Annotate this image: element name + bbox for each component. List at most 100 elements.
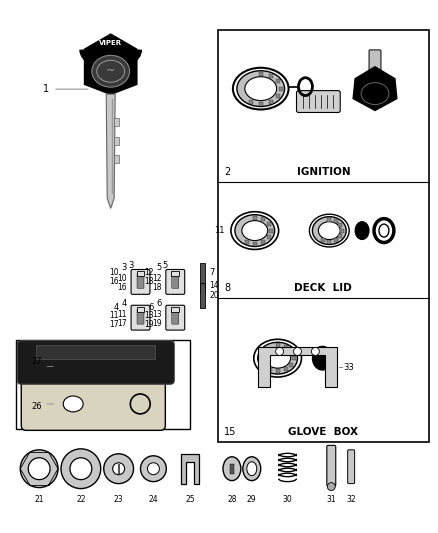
Text: 17: 17 [109,320,119,329]
Bar [261,217,265,221]
Text: 25: 25 [185,495,195,504]
Text: 5: 5 [156,263,161,272]
Text: 28: 28 [227,495,237,504]
Bar [249,100,253,103]
Bar [327,239,331,244]
FancyBboxPatch shape [348,450,355,483]
Ellipse shape [355,222,369,239]
Text: 29: 29 [247,495,257,504]
Bar [334,238,338,242]
Bar [339,223,343,227]
Bar [327,217,331,222]
Text: 4: 4 [113,303,119,312]
Text: GLOVE  BOX: GLOVE BOX [288,427,358,437]
Bar [114,136,119,144]
Bar [276,343,279,347]
Bar [253,216,257,220]
Bar [200,263,205,293]
Bar [114,156,119,164]
Text: 21: 21 [35,495,44,504]
Text: 24: 24 [148,495,158,504]
Text: 11: 11 [215,226,225,235]
Text: 12: 12 [144,268,153,277]
Text: 18: 18 [144,277,153,286]
Text: 11: 11 [109,311,119,320]
Ellipse shape [247,462,257,475]
Bar [290,350,293,354]
Bar [218,29,429,442]
Text: ~: ~ [106,66,115,76]
Text: 18: 18 [152,284,161,293]
Text: 20: 20 [209,292,219,300]
Ellipse shape [92,55,130,87]
Text: DECK  LID: DECK LID [294,282,352,293]
FancyBboxPatch shape [137,273,144,288]
Text: 15: 15 [224,427,237,437]
FancyBboxPatch shape [369,50,381,72]
Polygon shape [258,348,337,387]
Bar [259,72,263,76]
Bar [276,79,280,83]
Text: 2: 2 [224,167,230,177]
FancyBboxPatch shape [131,305,150,330]
Text: 12: 12 [152,274,161,284]
Text: 10: 10 [117,274,127,284]
Polygon shape [106,94,115,208]
FancyBboxPatch shape [327,446,336,486]
Text: 17: 17 [117,319,127,328]
Text: 33: 33 [343,363,354,372]
Bar [276,369,279,373]
FancyBboxPatch shape [21,377,165,430]
Text: 1: 1 [43,84,49,94]
Text: VIPER: VIPER [99,41,122,46]
Bar [268,74,273,78]
Ellipse shape [242,221,268,240]
FancyBboxPatch shape [172,273,179,288]
Text: 7: 7 [209,269,215,278]
Bar [267,222,271,226]
Bar [230,464,234,474]
Polygon shape [85,35,137,94]
Text: 16: 16 [109,277,119,286]
Bar [16,340,190,429]
Bar [279,87,283,91]
Ellipse shape [312,217,346,245]
Text: 13: 13 [152,310,161,319]
Bar [321,238,325,242]
Text: 8: 8 [224,282,230,293]
Circle shape [28,458,50,480]
Ellipse shape [223,457,241,481]
Bar [267,235,271,239]
Ellipse shape [258,342,297,374]
Text: 11: 11 [117,310,127,319]
Bar [171,307,179,312]
Bar [268,367,272,372]
Text: 30: 30 [283,495,293,504]
Bar [292,356,296,360]
Bar [245,240,249,244]
FancyBboxPatch shape [17,341,174,384]
Circle shape [311,348,319,356]
Text: 14: 14 [209,281,219,290]
Text: 4: 4 [121,299,127,308]
Text: 23: 23 [114,495,124,504]
Bar [200,283,205,308]
Bar [259,102,263,106]
Bar [283,345,288,349]
Bar [36,344,155,359]
Bar [276,94,280,98]
Ellipse shape [237,71,285,107]
Circle shape [327,482,335,490]
Ellipse shape [243,457,261,481]
Bar [268,229,273,232]
FancyBboxPatch shape [166,270,185,294]
Bar [334,219,338,223]
Bar [137,271,145,276]
Circle shape [141,456,166,482]
Bar [261,240,265,244]
Polygon shape [181,454,199,483]
Bar [137,307,145,312]
Text: 22: 22 [76,495,86,504]
Text: 13: 13 [144,311,153,320]
Text: 19: 19 [152,319,161,328]
